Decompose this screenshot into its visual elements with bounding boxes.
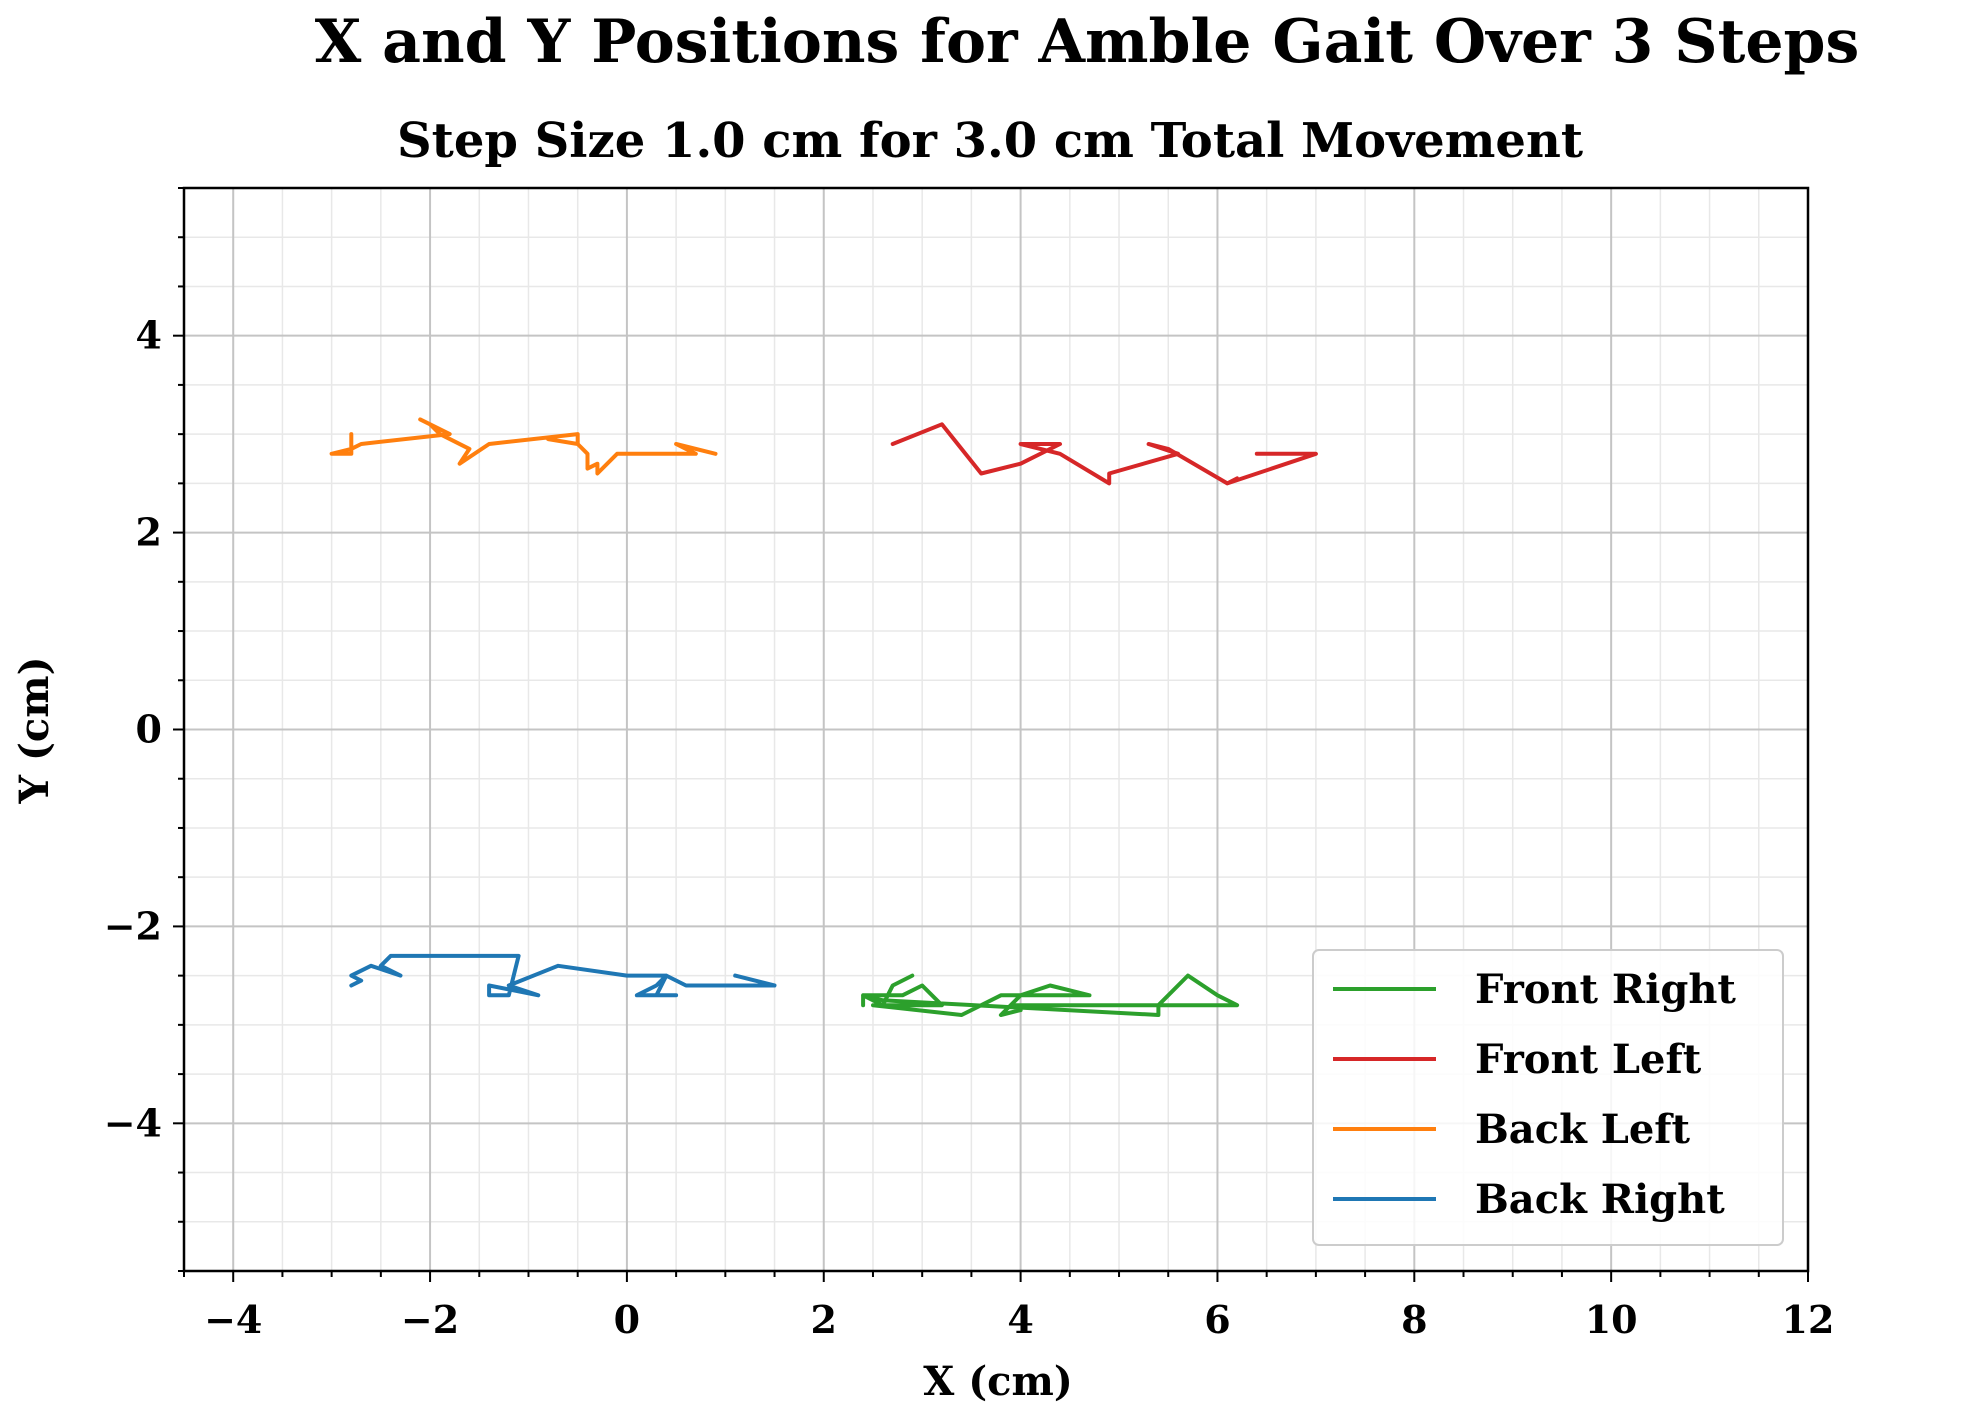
x-tick-label: 0 <box>614 1297 640 1342</box>
series-layer <box>329 417 1318 1017</box>
x-tick-label: 6 <box>1204 1297 1230 1342</box>
major-grid <box>184 188 1809 1271</box>
y-tick-label: −4 <box>104 1100 162 1145</box>
legend-box <box>1312 949 1784 1246</box>
y-tick-label: 2 <box>136 510 162 555</box>
chart-title: X and Y Positions for Amble Gait Over 3 … <box>315 7 1860 77</box>
y-axis-label: Y (cm) <box>11 656 58 804</box>
x-tick-label: 2 <box>811 1297 837 1342</box>
series-line-front-left <box>890 422 1318 486</box>
x-tick-labels: −4 −2 0 2 4 6 8 10 12 <box>204 1297 1834 1342</box>
x-tick-label: 8 <box>1401 1297 1427 1342</box>
x-axis-label: X (cm) <box>923 1358 1073 1405</box>
legend-label-back-left: Back Left <box>1475 1106 1691 1153</box>
x-tick-label: 10 <box>1585 1297 1638 1342</box>
legend-label-front-right: Front Right <box>1475 966 1736 1013</box>
series-line-back-right <box>349 953 777 998</box>
x-tick-label: −2 <box>401 1297 459 1342</box>
y-tick-label: 0 <box>136 707 162 752</box>
series-line-front-right <box>861 973 1240 1017</box>
y-tick-label: 4 <box>136 313 162 358</box>
series-line-back-left <box>329 417 718 476</box>
y-tick-labels: −4 −2 0 2 4 <box>104 313 162 1146</box>
legend-label-front-left: Front Left <box>1475 1036 1702 1083</box>
legend-label-back-right: Back Right <box>1475 1176 1725 1223</box>
axis-ticks <box>173 187 1809 1282</box>
x-tick-label: 4 <box>1007 1297 1033 1342</box>
y-tick-label: −2 <box>104 903 162 948</box>
legend: Front Right Front Left Back Left Back Ri… <box>1312 949 1784 1246</box>
chart-subtitle: Step Size 1.0 cm for 3.0 cm Total Moveme… <box>397 113 1583 169</box>
x-tick-label: 12 <box>1782 1297 1835 1342</box>
x-tick-label: −4 <box>204 1297 262 1342</box>
